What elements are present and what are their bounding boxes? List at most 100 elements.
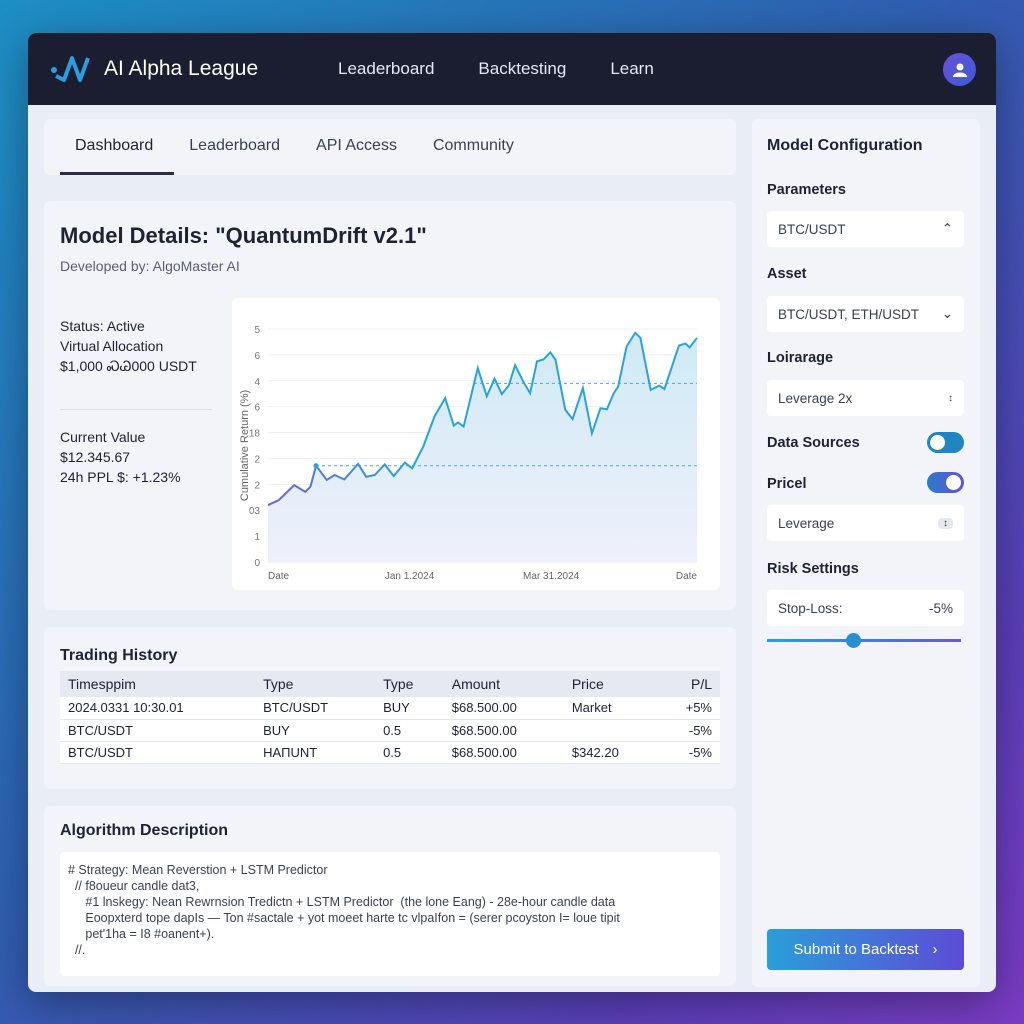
price-toggle[interactable] [927, 472, 964, 493]
chevron-right-icon: › [932, 941, 938, 958]
parameters-select[interactable]: BTC/USDT ⌃ [767, 211, 964, 247]
table-cell: BTC/USDT [60, 741, 256, 764]
app-window: AI Alpha League Leaderboard Backtesting … [28, 33, 996, 992]
logo[interactable]: AI Alpha League [50, 54, 258, 84]
asset-value: BTC/USDT, ETH/USDT [778, 306, 920, 322]
algorithm-code[interactable]: # Strategy: Mean Reverstion + LSTM Predi… [60, 852, 720, 976]
x-tick-label: Mar 31.2024 [523, 571, 580, 582]
logo-icon [51, 56, 90, 82]
stop-loss-field[interactable]: Stop-Loss: -5% [767, 590, 964, 626]
user-avatar[interactable] [943, 53, 976, 86]
slider-thumb[interactable] [846, 633, 862, 648]
table-cell: BTC/USDT [255, 697, 376, 720]
nav-learn[interactable]: Learn [610, 59, 654, 78]
leverage-value: Leverage 2x [778, 390, 853, 406]
column-header[interactable]: Type [375, 671, 444, 697]
model-details-card: Model Details: "QuantumDrift v2.1" Devel… [44, 201, 736, 610]
data-sources-toggle[interactable] [927, 432, 964, 453]
table-cell [563, 719, 658, 742]
table-cell: BUY [255, 719, 376, 742]
table-cell: $68.500.00 [443, 697, 564, 720]
tab-dashboard[interactable]: Dashboard [60, 119, 175, 175]
x-tick-label: Jan 1.2024 [385, 571, 435, 582]
column-header[interactable]: P/L [657, 671, 720, 697]
stop-loss-value: -5% [928, 600, 953, 616]
tab-community[interactable]: Community [432, 137, 514, 154]
algorithm-title: Algorithm Description [60, 822, 229, 839]
y-tick-label: 2 [254, 454, 260, 465]
current-value-label: Current Value [60, 429, 146, 445]
submit-backtest-button[interactable]: Submit to Backtest › [767, 929, 964, 970]
pnl-24h: 24h PPL $: +1.23% [60, 469, 181, 485]
stepper-icon: ↕ [948, 392, 953, 404]
submit-label: Submit to Backtest [793, 941, 919, 958]
chevron-up-icon: ⌃ [941, 221, 953, 236]
y-tick-label: 0 [254, 558, 260, 569]
table-cell: 0.5 [375, 741, 444, 764]
trading-history-table: Timesppim Type Type Amount Price P/L 2024.033… [60, 671, 720, 764]
column-header[interactable]: Type [255, 671, 376, 697]
column-header[interactable]: Amount [443, 671, 564, 697]
table-cell: $342.20 [563, 741, 658, 764]
table-cell: $68.500.00 [443, 719, 564, 742]
trading-history-card: Trading History Timesppim Type Type Amount P… [44, 627, 736, 789]
asset-select[interactable]: BTC/USDT, ETH/USDT ⌄ [767, 296, 964, 332]
y-tick-label: 5 [254, 325, 260, 336]
top-header: AI Alpha League Leaderboard Backtesting … [28, 33, 996, 105]
table-cell: 0.5 [375, 719, 444, 742]
y-tick-label: 6 [254, 403, 260, 414]
y-tick-label: 18 [249, 429, 261, 440]
current-value: $12.345.67 [60, 449, 131, 465]
stepper-icon: ↕ [938, 517, 953, 529]
risk-slider[interactable] [767, 633, 961, 648]
table-cell: -5% [657, 719, 720, 742]
performance-chart: 0 1 03 2 2 18 6 4 6 5 Date Jan 1.2024 Mar 31.2024 Dat… [232, 298, 720, 590]
status-text: Status: Active [60, 318, 145, 334]
nav-leaderboard[interactable]: Leaderboard [338, 59, 435, 78]
parameters-label: Parameters [767, 182, 846, 198]
data-sources-label: Data Sources [767, 435, 860, 451]
table-cell: +5% [657, 697, 720, 720]
y-tick-label: 1 [254, 532, 260, 543]
column-header[interactable]: Price [563, 671, 658, 697]
table-cell: BUY [375, 697, 444, 720]
leverage-stepper[interactable]: Leverage 2x ↕ [767, 380, 964, 416]
table-cell: Market [563, 697, 658, 720]
config-title: Model Configuration [767, 137, 923, 154]
table-cell: HAΠUNT [255, 741, 376, 764]
y-tick-label: 2 [254, 480, 260, 491]
table-header: Timesppim Type Type Amount Price P/L [60, 671, 720, 697]
model-stats: Status: Active Virtual Allocation $1,000… [60, 316, 197, 376]
table-row[interactable]: BTC/USDT HAΠUNT 0.5 $68.500.00 $342.20 -5% [60, 741, 720, 764]
chevron-down-icon: ⌄ [941, 306, 953, 321]
nav-backtesting[interactable]: Backtesting [478, 59, 567, 78]
table-row[interactable]: BTC/USDT BUY 0.5 $68.500.00 -5% [60, 719, 720, 742]
tab-bar: Dashboard Leaderboard API Access Communi… [44, 119, 736, 175]
algorithm-description-card: Algorithm Description # Strategy: Mean R… [44, 806, 736, 986]
series-line [267, 331, 698, 506]
x-tick-label: Date [268, 571, 290, 582]
chart-svg: 0 1 03 2 2 18 6 4 6 5 Date Jan 1.2024 Mar 31.2024 Dat… [239, 325, 698, 582]
leverage-input[interactable]: Leverage ↕ [767, 505, 964, 541]
app-title: AI Alpha League [104, 57, 259, 80]
table-cell: -5% [657, 741, 720, 764]
user-icon [952, 63, 967, 77]
table-cell: $68.500.00 [443, 741, 564, 764]
y-tick-label: 6 [254, 351, 260, 362]
tab-leaderboard[interactable]: Leaderboard [189, 137, 281, 154]
table-row[interactable]: 2024.0331 10:30.01 BTC/USDT BUY $68.500.00 M… [60, 697, 720, 720]
asset-label: Asset [767, 266, 807, 282]
data-point-marker [313, 463, 319, 469]
leverage2-value: Leverage [778, 515, 835, 531]
price-label: Pricel [767, 476, 807, 492]
tab-api-access[interactable]: API Access [316, 137, 397, 154]
allocation-label: Virtual Allocation [60, 338, 164, 354]
column-header[interactable]: Timesppim [60, 671, 256, 697]
page-title: Model Details: "QuantumDrift v2.1" [60, 223, 427, 248]
y-tick-label: 4 [254, 377, 260, 388]
model-configuration-panel: Model Configuration Parameters BTC/USDT ⌃… [752, 119, 980, 987]
value-stats: Current Value $12.345.67 24h PPL $: +1.2… [60, 427, 181, 487]
stop-loss-label: Stop-Loss: [778, 600, 843, 616]
y-axis-label: Cumulative Return (%) [239, 390, 251, 501]
divider [60, 409, 212, 410]
